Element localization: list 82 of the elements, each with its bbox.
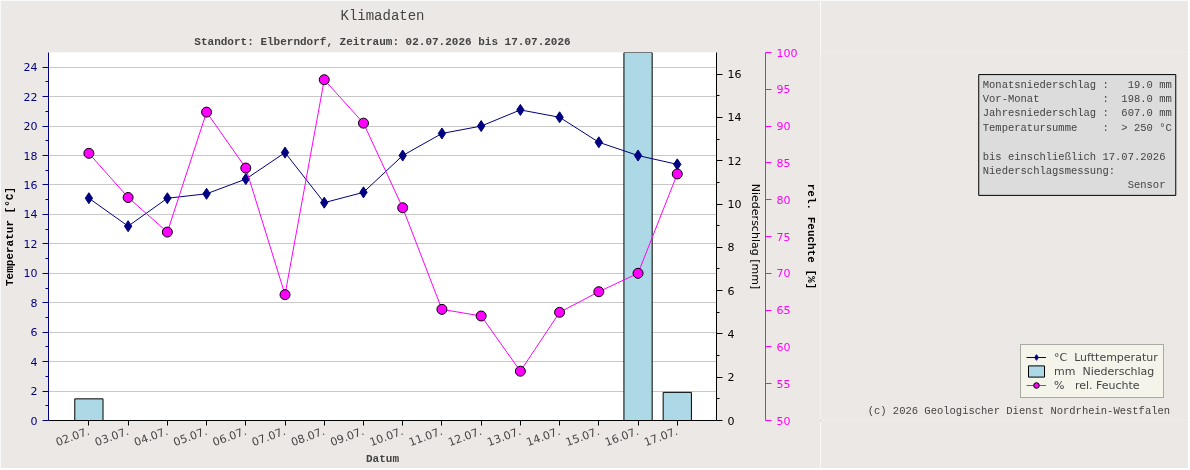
y-tick-label: 22: [23, 90, 38, 104]
y-tick-label: 12: [23, 237, 38, 251]
y3-tick-label: 60: [776, 340, 791, 354]
point: [123, 220, 133, 233]
text: Monatsniederschlag : 19.0 mm Vor-Monat : 198.0 mm Jahresniederschlag : 607.0 mm Temperatursumme : > 250 °C bis einschließlich 17.07.2026 Niederschlagsmessung: Sensor: [982, 78, 1172, 192]
y3-tick-label: 50: [776, 414, 791, 428]
y3-tick-label: 80: [776, 193, 791, 207]
y2-axis-title: Niederschlag [mm]: [749, 183, 763, 290]
y-tick-label: 8: [30, 296, 38, 310]
x-tick-label: 17.07.: [642, 424, 680, 450]
x-tick-label: 05.07.: [171, 424, 209, 450]
y-tick-label: 2: [30, 385, 38, 399]
y3-tick-label: 95: [776, 83, 791, 97]
point: [671, 168, 683, 180]
x-tick-label: 11.07.: [407, 424, 445, 450]
point: [280, 146, 290, 159]
x-tick-label: 09.07.: [328, 424, 366, 450]
point: [161, 226, 173, 238]
point: [201, 106, 213, 118]
y-tick-label: 16: [23, 178, 38, 192]
y3-axis-title: rel. Feuchte [%]: [805, 183, 818, 290]
y3-tick-label: 85: [776, 156, 791, 170]
y3-tick-label: 65: [776, 304, 791, 318]
x-tick-label: 08.07.: [289, 424, 327, 450]
x-tick-label: 07.07.: [250, 424, 288, 450]
x-tick-label: 16.07.: [603, 424, 641, 450]
y-axis-title: Temperatur [°C]: [3, 186, 16, 287]
point: [83, 147, 95, 159]
point: [84, 192, 94, 205]
y2-tick-label: 16: [727, 68, 742, 82]
x-tick-label: 06.07.: [210, 424, 249, 450]
point: [633, 149, 643, 162]
point: [240, 162, 252, 174]
point: [476, 120, 486, 133]
y-tick-label: 20: [23, 120, 38, 134]
text: (c) 2026 Geologischer Dienst Nordrhein-Westfalen: [867, 404, 1171, 417]
point: [397, 202, 409, 214]
y-tick-label: 4: [30, 355, 38, 369]
y-tick-label: 6: [30, 326, 38, 340]
x-tick-label: 15.07.: [563, 424, 602, 450]
y2-tick-label: 4: [727, 327, 735, 341]
legend-label: °C Lufttemperatur: [1054, 350, 1158, 364]
y2-tick-label: 10: [727, 198, 742, 212]
x-tick-label: 12.07.: [446, 424, 484, 450]
x-tick-label: 13.07.: [485, 424, 523, 450]
point: [357, 117, 369, 129]
point: [514, 365, 526, 377]
legend-label: mm Niederschlag: [1054, 364, 1155, 378]
x-tick-label: 10.07.: [367, 424, 406, 450]
point: [436, 303, 448, 315]
legend-label: % rel. Feuchte: [1054, 378, 1140, 392]
y-tick-label: 24: [23, 61, 38, 75]
point: [437, 127, 447, 140]
point: [554, 306, 566, 318]
y-tick-label: 18: [23, 149, 38, 163]
y2-tick-label: 2: [727, 371, 735, 385]
x-tick-label: 04.07.: [132, 424, 170, 450]
y2-tick-label: 14: [727, 111, 742, 125]
point: [122, 192, 134, 203]
x-axis-title: Datum: [366, 453, 400, 466]
x-tick-label: 03.07.: [93, 424, 131, 450]
point: [632, 267, 644, 279]
y-tick-label: 0: [30, 414, 38, 428]
y2-tick-label: 0: [727, 414, 735, 428]
point: [475, 310, 487, 322]
y-tick-label: 14: [23, 208, 38, 222]
y-tick-label: 10: [23, 267, 38, 281]
chart-subtitle: Standort: Elberndorf, Zeitraum: 02.07.2026 bis 17.07.2026: [194, 35, 571, 48]
chart-title: Klimadaten: [340, 7, 425, 24]
y2-tick-label: 12: [727, 154, 742, 168]
point: [279, 289, 291, 301]
point: [593, 286, 605, 298]
y3-tick-label: 100: [776, 46, 798, 60]
x-tick-label: 02.07.: [53, 424, 92, 450]
y3-tick-label: 55: [776, 377, 791, 391]
y2-tick-label: 6: [727, 284, 735, 298]
y2-tick-label: 8: [727, 241, 735, 255]
y3-tick-label: 90: [776, 120, 791, 134]
x-tick-label: 14.07.: [524, 424, 563, 450]
point: [318, 74, 330, 86]
y3-tick-label: 75: [776, 230, 791, 244]
y3-tick-label: 70: [776, 267, 791, 281]
